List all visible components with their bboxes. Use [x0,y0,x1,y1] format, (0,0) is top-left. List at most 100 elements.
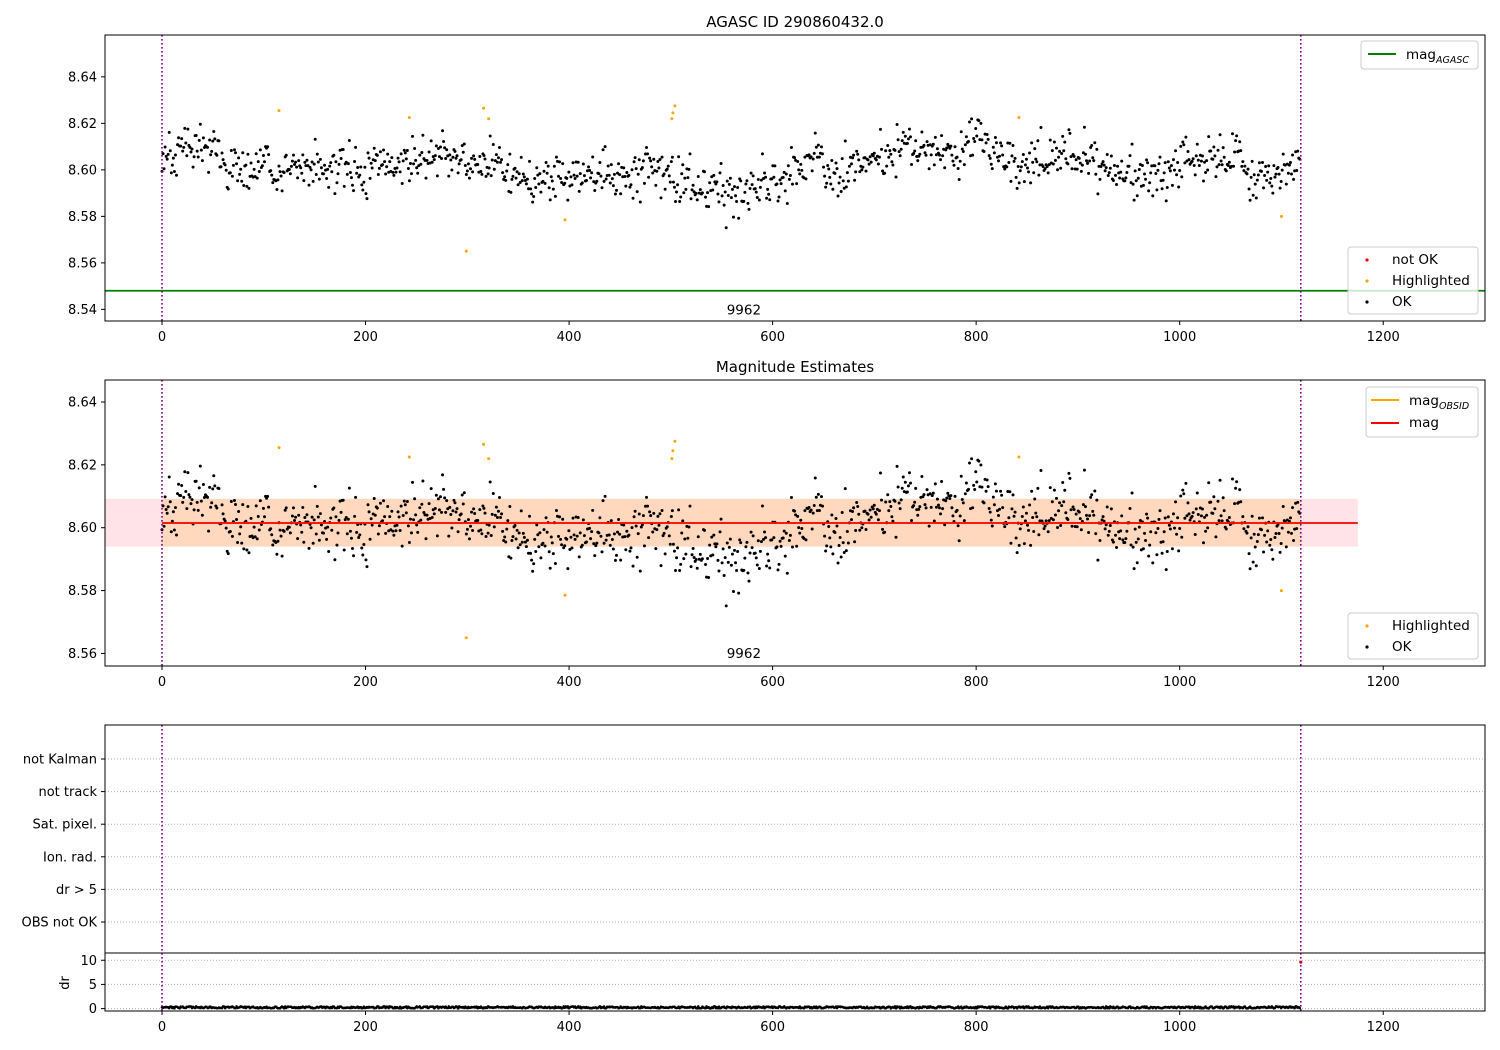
ok-point [190,498,194,502]
ok-point [1180,535,1184,539]
ok-point [655,169,659,173]
ok-point [645,145,649,149]
dr-x-ticks: 0 200 400 600 800 1000 1200 [158,1011,1400,1035]
ok-point [306,164,310,168]
ok-point [1156,168,1160,172]
ok-point [313,484,317,488]
ok-point [1044,519,1048,523]
ok-point [726,194,730,198]
ok-point [1166,515,1170,519]
x-tick-label: 200 [353,1020,378,1035]
ok-point [1179,144,1183,148]
ok-point [836,561,840,565]
ok-point [955,508,959,512]
ok-point [277,164,281,168]
ok-point [167,475,171,479]
ok-point [777,562,781,566]
legend-highlighted-marker-icon [1365,624,1369,628]
ok-point [255,537,259,541]
ok-point [1224,169,1228,173]
ok-point [688,152,692,156]
ok-point [827,167,831,171]
ok-point [1168,169,1172,173]
ok-point [1269,177,1273,181]
ok-point [1195,142,1199,146]
ok-point [350,183,354,187]
ok-point [972,137,976,141]
ok-point [1072,154,1076,158]
ok-point [778,539,782,543]
ok-point [886,143,890,147]
ok-point [877,155,881,159]
ok-point [559,537,563,541]
ok-point [399,504,403,508]
ok-point [963,492,967,496]
ok-point [1154,172,1158,176]
ok-point [884,500,888,504]
ok-point [226,552,230,556]
ok-point [603,145,607,149]
ok-point [598,161,602,165]
ok-point [777,195,781,199]
ok-point [1287,163,1291,167]
ok-point [434,144,438,148]
ok-point [746,571,750,575]
ok-point [529,187,533,191]
ok-point [472,507,476,511]
ok-point [852,153,856,157]
ok-point [558,160,562,164]
ok-point [768,198,772,202]
ok-point [403,151,407,155]
ok-point [354,495,358,499]
ok-point [707,205,711,209]
ok-point [971,153,975,157]
ok-point [841,541,845,545]
ok-point [438,495,442,499]
ok-point [509,556,513,560]
ok-point [730,187,734,191]
x-tick-label: 400 [557,330,582,345]
ok-point [449,158,453,162]
ok-point [433,154,437,158]
ok-point [940,479,944,483]
ok-point [790,182,794,186]
ok-point [433,507,437,511]
ok-point [537,182,541,186]
ok-point [937,506,941,510]
ok-point [560,180,564,184]
magnitude-estimates-title: Magnitude Estimates [716,358,874,376]
ok-point [853,540,857,544]
ok-point [841,179,845,183]
ok-point [624,548,628,552]
ok-point [640,166,644,170]
ok-point [386,152,390,156]
ok-point [616,171,620,175]
ok-point [577,555,581,559]
ok-point [270,533,274,537]
ok-point [353,160,357,164]
ok-point [849,518,853,522]
ok-point [1184,481,1188,485]
ok-point [1160,551,1164,555]
ok-point [449,512,453,516]
ok-point [1193,533,1197,537]
ok-point [432,512,436,516]
ok-point [618,173,622,177]
ok-point [1214,535,1218,539]
ok-point [592,180,596,184]
ok-point [863,156,867,160]
ok-point [575,534,579,538]
ok-point [794,513,798,517]
ok-point [310,515,314,519]
ok-point [1056,526,1060,530]
ok-point [897,150,901,154]
ok-point [418,153,422,157]
ok-point [724,226,728,230]
ok-point [647,175,651,179]
ok-point [200,159,204,163]
ok-point [1113,173,1117,177]
ok-point [247,551,251,555]
ok-point [1277,532,1281,536]
ok-point [964,135,968,139]
